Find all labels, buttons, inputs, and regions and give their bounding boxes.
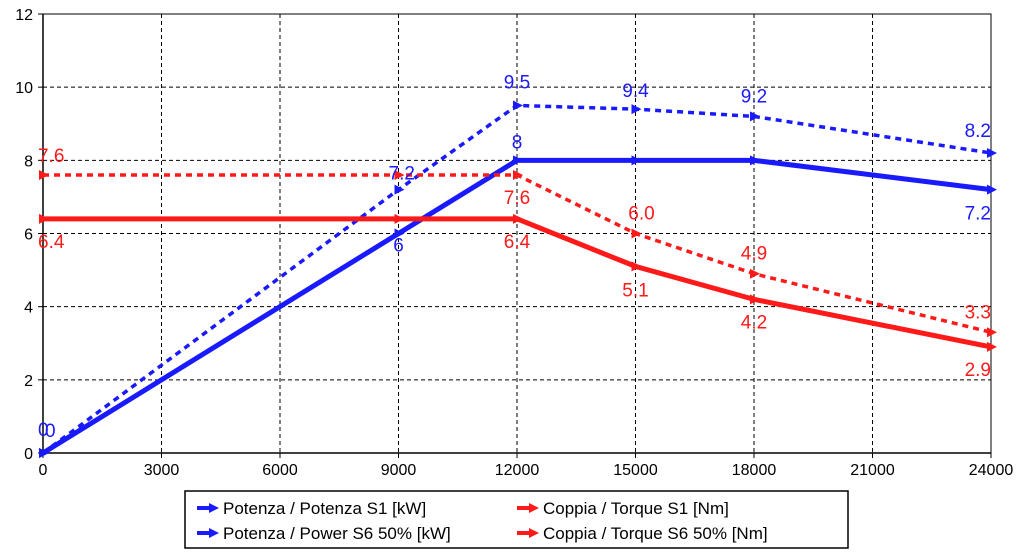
data-label: 2.9 xyxy=(965,360,991,381)
series-line-1 xyxy=(41,157,992,456)
data-point-1 xyxy=(394,228,405,239)
series-line-2 xyxy=(41,103,992,455)
data-point-1 xyxy=(750,155,760,166)
x-tick-label: 6000 xyxy=(262,462,298,479)
data-point-1 xyxy=(631,155,642,166)
y-tick-label: 6 xyxy=(24,227,33,244)
legend-label: Potenza / Power S6 50% [kW] xyxy=(223,524,451,543)
legend-marker xyxy=(529,528,539,538)
y-tick-label: 8 xyxy=(24,153,33,170)
y-tick-label: 12 xyxy=(15,7,33,24)
data-label: 0 xyxy=(45,421,56,442)
legend-label: Potenza / Potenza S1 [kW] xyxy=(223,499,426,518)
series-line-3 xyxy=(43,216,992,350)
data-label: 9.5 xyxy=(504,72,530,93)
legend-marker xyxy=(209,528,219,538)
y-tick-label: 10 xyxy=(15,80,33,97)
data-point-4 xyxy=(631,228,642,239)
data-point-3 xyxy=(631,261,642,272)
data-label: 5.1 xyxy=(622,280,648,301)
series-line-4 xyxy=(43,173,992,334)
data-label: 4.2 xyxy=(741,312,767,333)
x-tick-label: 18000 xyxy=(732,462,777,479)
data-label: 4.9 xyxy=(741,244,767,265)
data-point-3 xyxy=(39,213,49,224)
legend-label: Coppia / Torque S1 [Nm] xyxy=(543,499,729,518)
data-label: 7.6 xyxy=(504,188,530,209)
legend-box xyxy=(184,490,849,549)
y-tick-label: 0 xyxy=(24,446,33,463)
data-labels: 0 6 8 7.2 0 7.2 9.5 9.4 9.2 8.2 6.4 6.4 5.1 4.2 2.9 7.6… xyxy=(38,72,991,442)
data-label: 8 xyxy=(512,132,523,153)
data-label: 0 xyxy=(38,420,49,441)
data-point-3 xyxy=(513,213,523,224)
data-point-4 xyxy=(39,169,49,180)
data-label: 6 xyxy=(393,236,404,257)
legend: Potenza / Potenza S1 [kW] Coppia / Torque… xyxy=(184,490,849,549)
data-label: 6.4 xyxy=(38,232,65,253)
data-point-1 xyxy=(987,184,997,195)
x-tick-label: 24000 xyxy=(969,462,1014,479)
data-point-3 xyxy=(750,294,760,305)
data-point-2 xyxy=(39,448,49,458)
x-tick-label: 9000 xyxy=(381,462,417,479)
data-point-4 xyxy=(750,268,760,279)
x-tick-label: 15000 xyxy=(613,462,658,479)
data-point-2 xyxy=(750,111,760,122)
legend-marker xyxy=(529,503,539,513)
y-tick-label: 2 xyxy=(24,373,33,390)
data-point-3 xyxy=(987,341,997,352)
x-tick-label: 21000 xyxy=(850,462,895,479)
data-label: 7.2 xyxy=(965,204,991,225)
data-label: 7.2 xyxy=(389,164,415,185)
data-label: 9.2 xyxy=(741,86,767,107)
data-label: 7.6 xyxy=(38,146,64,167)
data-label: 3.3 xyxy=(965,302,991,323)
legend-label: Coppia / Torque S6 50% [Nm] xyxy=(543,524,768,543)
data-label: 8.2 xyxy=(965,121,991,142)
data-point-2 xyxy=(987,148,997,159)
y-tick-label: 4 xyxy=(24,300,33,317)
tick-labels: 0 3000 6000 9000 12000 15000 18000 21000 2400002… xyxy=(15,7,1013,479)
data-point-4 xyxy=(987,327,997,338)
data-point-1 xyxy=(513,155,523,166)
x-tick-label: 0 xyxy=(39,462,48,479)
data-point-4 xyxy=(394,169,405,180)
x-tick-label: 12000 xyxy=(495,462,540,479)
data-point-4 xyxy=(513,169,523,180)
data-point-3 xyxy=(394,213,405,224)
legend-marker xyxy=(209,503,219,513)
data-label: 9.4 xyxy=(622,81,649,102)
data-point-2 xyxy=(631,104,642,115)
data-point-2 xyxy=(394,184,405,195)
x-tick-label: 3000 xyxy=(144,462,180,479)
data-label: 6.0 xyxy=(628,204,654,225)
data-label: 6.4 xyxy=(504,232,531,253)
series-lines xyxy=(39,100,997,458)
data-point-2 xyxy=(513,100,523,111)
